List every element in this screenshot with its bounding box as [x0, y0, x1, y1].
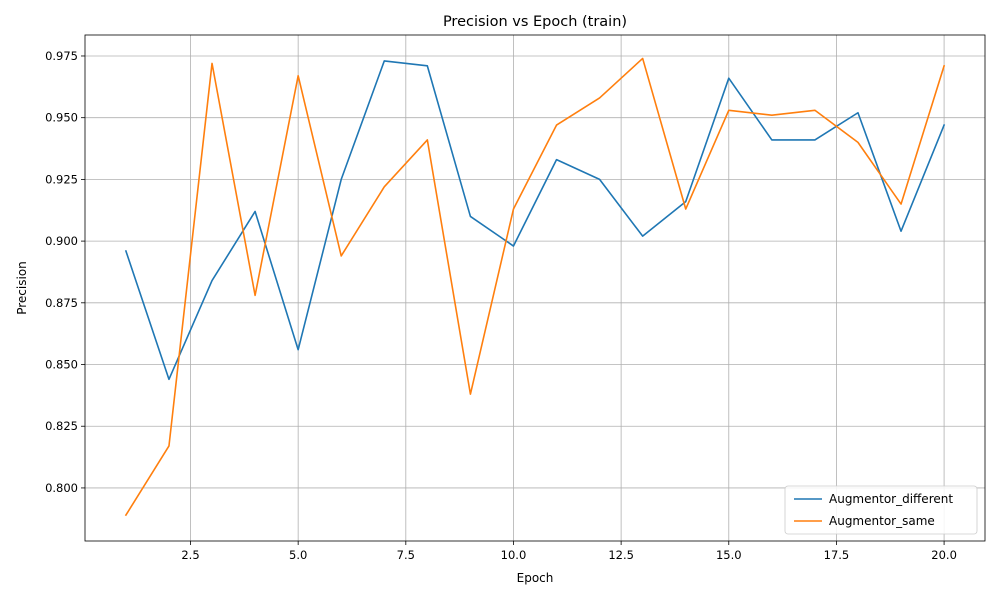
x-axis-ticks: 2.5 5.0 7.5 10.0 12.5 15.0 17.5 20.0 — [181, 541, 957, 562]
x-axis-label: Epoch — [517, 571, 554, 585]
x-tick-label: 12.5 — [608, 548, 634, 562]
grid-lines — [85, 35, 985, 541]
y-tick-label: 0.975 — [45, 49, 78, 63]
legend-box — [784, 485, 978, 535]
y-tick-label: 0.800 — [45, 481, 78, 495]
y-axis-ticks: 0.800 0.825 0.850 0.875 0.900 0.925 0.950 0.975 — [45, 49, 85, 495]
legend-entry-label: Augmentor_same — [829, 514, 935, 528]
x-tick-label: 2.5 — [181, 548, 199, 562]
y-tick-label: 0.900 — [45, 234, 78, 248]
y-tick-label: 0.925 — [45, 172, 78, 186]
plot-frame — [84, 34, 986, 542]
chart-title: Precision vs Epoch (train) — [443, 14, 627, 30]
legend: Augmentor_different Augmentor_same — [784, 485, 978, 535]
x-tick-label: 17.5 — [824, 548, 850, 562]
y-tick-label: 0.950 — [45, 111, 78, 125]
series-lines — [124, 57, 946, 517]
legend-entry-label: Augmentor_different — [829, 492, 953, 506]
y-tick-label: 0.825 — [45, 419, 78, 433]
x-tick-label: 7.5 — [397, 548, 415, 562]
x-tick-label: 15.0 — [716, 548, 742, 562]
x-tick-label: 5.0 — [289, 548, 307, 562]
series-line-augmentor-different — [124, 60, 946, 381]
series-line-augmentor-same — [124, 57, 946, 517]
y-tick-label: 0.850 — [45, 358, 78, 372]
y-axis-label: Precision — [15, 261, 29, 315]
x-tick-label: 20.0 — [931, 548, 957, 562]
x-tick-label: 10.0 — [501, 548, 527, 562]
y-tick-label: 0.875 — [45, 296, 78, 310]
